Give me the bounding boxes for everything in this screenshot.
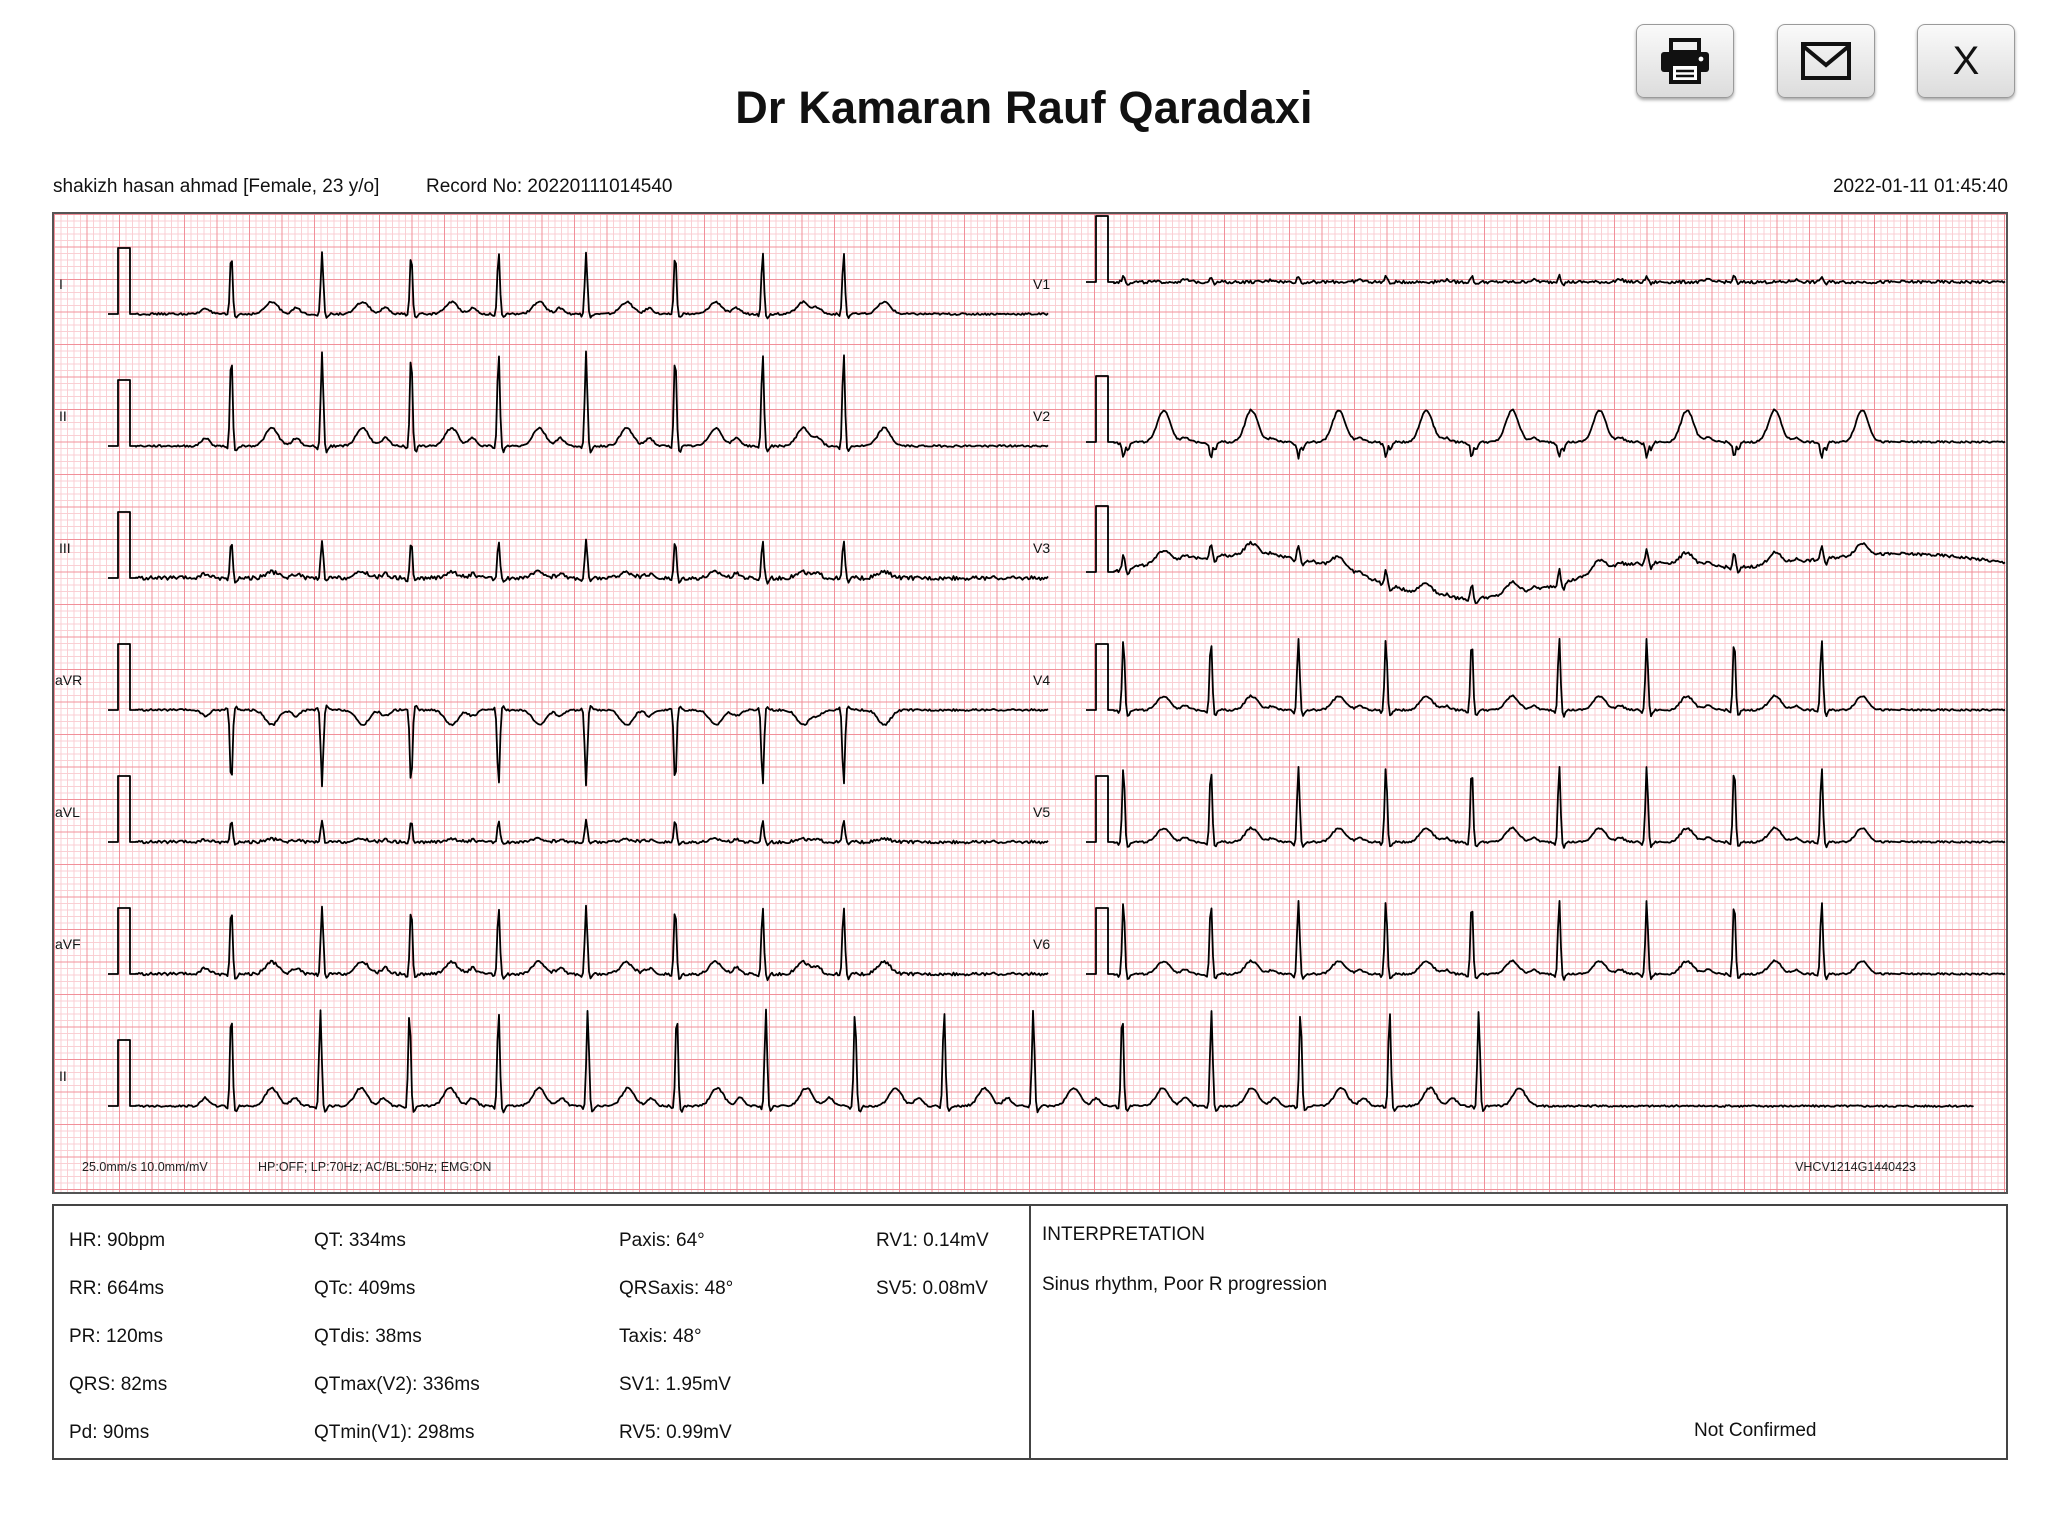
measure-qrsaxis: QRSaxis: 48° — [619, 1278, 734, 1299]
measure-pd: Pd: 90ms — [69, 1422, 150, 1443]
lead-label-aVR: aVR — [55, 672, 83, 688]
measure-paxis: Paxis: 64° — [619, 1230, 705, 1251]
lead-label-aVF: aVF — [55, 936, 81, 952]
measure-rr: RR: 664ms — [69, 1278, 165, 1299]
lead-label-V4: V4 — [1033, 672, 1051, 688]
ecg-filters: HP:OFF; LP:70Hz; AC/BL:50Hz; EMG:ON — [258, 1160, 492, 1174]
measure-qrs: QRS: 82ms — [69, 1374, 168, 1395]
ecg-trace-V5 — [1086, 766, 2006, 849]
lead-label-V5: V5 — [1033, 804, 1051, 820]
ecg-trace-aVR — [108, 643, 1049, 788]
ecg-trace-II — [108, 350, 1049, 454]
lead-label-III: III — [59, 540, 71, 556]
measure-rv1: RV1: 0.14mV — [876, 1230, 989, 1251]
print-button[interactable] — [1636, 24, 1734, 98]
ecg-trace-V6 — [1086, 900, 2006, 981]
record-number: Record No: 20220111014540 — [426, 176, 673, 197]
ecg-speed-gain: 25.0mm/s 10.0mm/mV — [82, 1160, 208, 1174]
ecg-trace-V2 — [1086, 375, 2006, 460]
measure-sv5: SV5: 0.08mV — [876, 1278, 988, 1299]
lead-label-V6: V6 — [1033, 936, 1051, 952]
close-icon: X — [1952, 39, 1980, 83]
ecg-trace-rhythm-II — [108, 1008, 1974, 1114]
lead-label-I: I — [59, 276, 63, 292]
lead-label-II: II — [59, 408, 67, 424]
ecg-trace-V1 — [1086, 215, 2006, 287]
ecg-trace-aVL — [108, 775, 1049, 847]
ecg-trace-III — [108, 511, 1049, 585]
measure-qtdis: QTdis: 38ms — [314, 1326, 422, 1347]
measure-qt: QT: 334ms — [314, 1230, 406, 1251]
ecg-trace-V4 — [1086, 637, 2006, 718]
measure-taxis: Taxis: 48° — [619, 1326, 702, 1347]
measure-qtmin: QTmin(V1): 298ms — [314, 1422, 475, 1443]
ecg-trace-I — [108, 247, 1049, 320]
panel-divider — [1029, 1206, 1031, 1458]
lead-label-aVL: aVL — [55, 804, 80, 820]
ecg-traces — [108, 215, 2006, 1114]
email-button[interactable] — [1777, 24, 1875, 98]
close-button[interactable]: X — [1917, 24, 2015, 98]
interpretation-text: Sinus rhythm, Poor R progression — [1042, 1274, 1328, 1295]
measurements-panel: HR: 90bpm RR: 664ms PR: 120ms QRS: 82ms … — [52, 1204, 2008, 1460]
patient-info: shakizh hasan ahmad [Female, 23 y/o] — [53, 176, 380, 197]
lead-label-V2: V2 — [1033, 408, 1051, 424]
lead-label-V1: V1 — [1033, 276, 1051, 292]
lead-label-rhythm-II: II — [59, 1068, 67, 1084]
measure-qtmax: QTmax(V2): 336ms — [314, 1374, 480, 1395]
measure-sv1: SV1: 1.95mV — [619, 1374, 731, 1395]
confirmation-status: Not Confirmed — [1694, 1420, 1817, 1441]
device-id: VHCV1214G1440423 — [1795, 1160, 1916, 1174]
record-datetime: 2022-01-11 01:45:40 — [1832, 176, 2008, 197]
interpretation-heading: INTERPRETATION — [1042, 1224, 1205, 1245]
measure-hr: HR: 90bpm — [69, 1230, 166, 1251]
ecg-trace-V3 — [1086, 505, 2006, 604]
printer-icon — [1661, 38, 1709, 84]
ecg-chart: I II III aVR aVL aVF V1 V2 V3 V4 V5 V6 I… — [52, 212, 2008, 1194]
measure-rv5: RV5: 0.99mV — [619, 1422, 732, 1443]
lead-label-V3: V3 — [1033, 540, 1051, 556]
ecg-trace-aVF — [108, 904, 1049, 982]
envelope-icon — [1801, 42, 1851, 80]
measure-qtc: QTc: 409ms — [314, 1278, 416, 1299]
measure-pr: PR: 120ms — [69, 1326, 163, 1347]
doctor-title: Dr Kamaran Rauf Qaradaxi — [735, 82, 1313, 133]
